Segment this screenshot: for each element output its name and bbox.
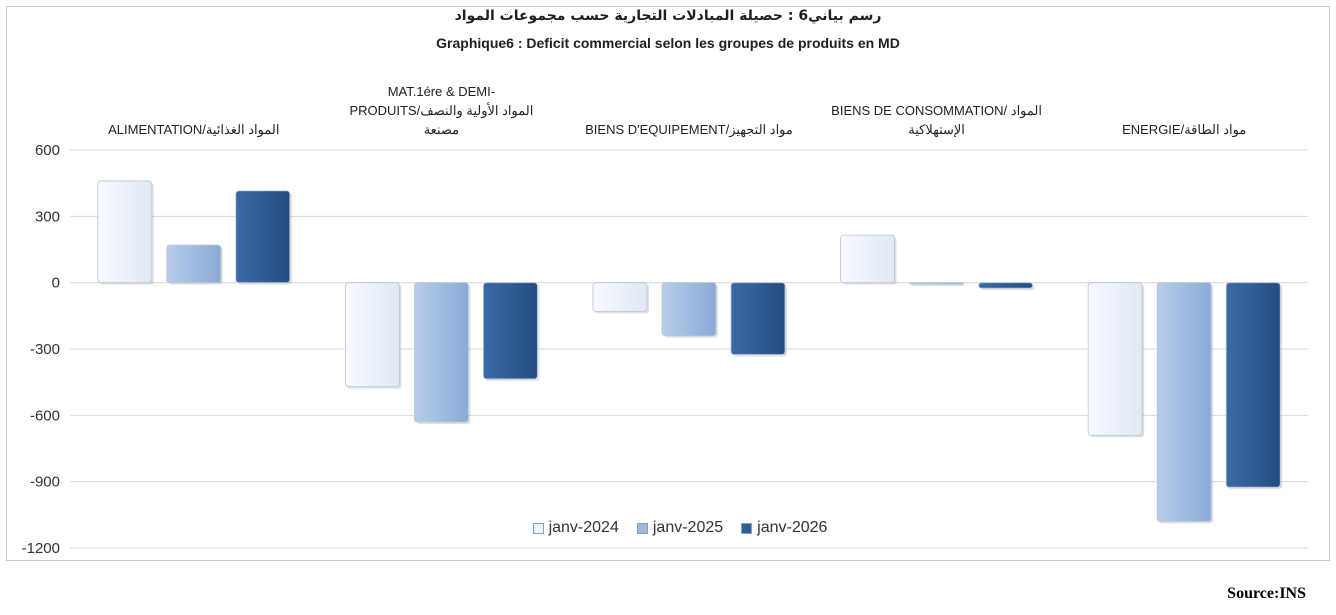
- category-label-line: PRODUITS/المواد الأولية والنصف: [349, 103, 534, 118]
- bar-janv-2024-4: [1087, 282, 1143, 436]
- bar-janv-2026-1: [482, 282, 538, 380]
- category-label-line: BIENS D'EQUIPEMENT/مواد التجهيز: [585, 122, 793, 137]
- category-label-line: مصنعة: [423, 122, 460, 137]
- bar-janv-2024-1: [344, 282, 400, 387]
- category-label-line: ENERGIE/مواد الطاقة: [1122, 122, 1247, 137]
- y-tick-label: 300: [35, 208, 60, 225]
- category-label-3: BIENS DE CONSOMMATION/ المواد الإستهلاكية: [807, 101, 1067, 139]
- bar-janv-2026-4: [1225, 282, 1281, 488]
- bar-janv-2025-0: [166, 244, 222, 284]
- y-tick-label: 600: [35, 142, 60, 159]
- legend-swatch-2025: [636, 522, 648, 534]
- bar-janv-2025-1: [413, 282, 469, 423]
- legend-label-2024: janv-2024: [548, 519, 619, 536]
- legend-item-2025: janv-2025: [636, 519, 724, 537]
- bar-janv-2026-0: [235, 190, 291, 284]
- bar-janv-2025-2: [661, 282, 717, 337]
- category-label-line: ALIMENTATION/المواد الغذائية: [108, 122, 280, 137]
- bar-shadow: [911, 284, 966, 287]
- category-label-4: ENERGIE/مواد الطاقة: [1054, 120, 1314, 139]
- chart-title-arabic: رسم بياني6 : حصيلة المبادلات التجارية حس…: [454, 8, 882, 24]
- bar-janv-2026-2: [730, 282, 786, 355]
- legend-item-2026: janv-2026: [741, 519, 827, 537]
- y-tick-label: -900: [30, 474, 60, 491]
- category-label-1: MAT.1ére & DEMI- PRODUITS/المواد الأولية …: [311, 82, 571, 139]
- source-note: Source:INS: [1227, 585, 1306, 602]
- bar-janv-2025-3: [909, 282, 964, 285]
- chart-title: Graphique6 : Deficit commercial selon le…: [436, 35, 900, 51]
- category-label-line: BIENS DE CONSOMMATION/ المواد: [831, 103, 1042, 118]
- bar-janv-2025-4: [1156, 282, 1212, 522]
- category-label-0: ALIMENTATION/المواد الغذائية: [64, 120, 324, 139]
- legend: janv-2024 janv-2025 janv-2026: [500, 519, 860, 537]
- bar-janv-2024-2: [592, 282, 648, 312]
- bar-janv-2024-3: [840, 234, 895, 284]
- category-label-2: BIENS D'EQUIPEMENT/مواد التجهيز: [559, 120, 819, 139]
- y-tick-label: -1200: [22, 540, 60, 557]
- y-tick-label: -600: [30, 407, 60, 424]
- bar-janv-2024-0: [97, 180, 153, 284]
- y-tick-label: 0: [52, 275, 60, 292]
- legend-item-2024: janv-2024: [532, 519, 619, 537]
- y-tick-label: -300: [30, 341, 60, 358]
- bar-janv-2026-3: [978, 282, 1033, 289]
- category-label-line: الإستهلاكية: [908, 122, 965, 137]
- legend-swatch-2024: [532, 522, 544, 534]
- category-label-line: MAT.1ére & DEMI-: [387, 84, 496, 99]
- legend-label-2026: janv-2026: [757, 519, 828, 536]
- legend-swatch-2026: [741, 522, 753, 534]
- legend-label-2025: janv-2025: [652, 519, 724, 536]
